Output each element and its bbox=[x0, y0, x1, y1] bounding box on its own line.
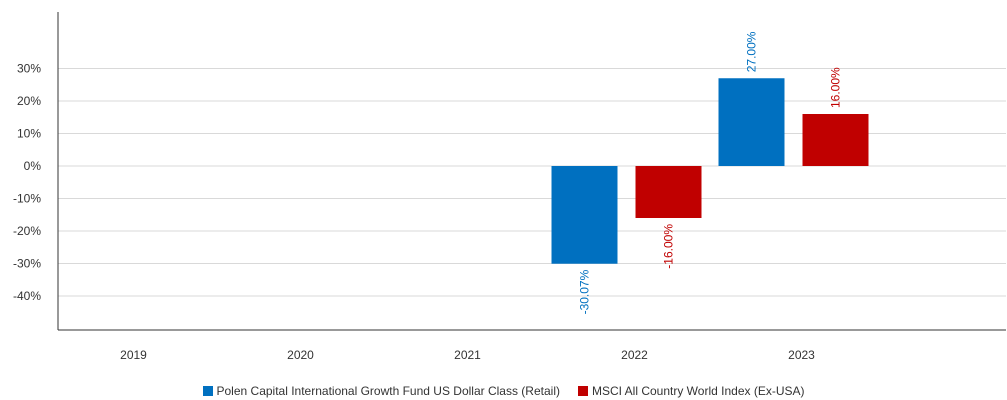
x-tick-label: 2019 bbox=[120, 348, 147, 362]
legend-swatch-fund bbox=[202, 386, 213, 396]
y-tick-label: -30% bbox=[13, 257, 41, 271]
y-tick-label: -20% bbox=[13, 224, 41, 238]
y-tick-label: 0% bbox=[24, 159, 42, 173]
bar[interactable] bbox=[551, 166, 618, 264]
bar[interactable] bbox=[802, 114, 869, 166]
x-tick-labels: 2019 2020 2021 2022 2023 bbox=[120, 348, 815, 362]
legend-item-fund[interactable]: Polen Capital International Growth Fund … bbox=[202, 384, 560, 398]
x-tick-label: 2020 bbox=[287, 348, 314, 362]
bar[interactable] bbox=[718, 78, 785, 166]
legend-label-index: MSCI All Country World Index (Ex-USA) bbox=[591, 384, 805, 398]
gridlines bbox=[58, 68, 1006, 297]
y-tick-label: -40% bbox=[13, 289, 41, 303]
legend: Polen Capital International Growth Fund … bbox=[0, 384, 1007, 398]
legend-item-index[interactable]: MSCI All Country World Index (Ex-USA) bbox=[577, 384, 805, 398]
x-tick-label: 2022 bbox=[621, 348, 648, 362]
bar-chart: 30% 20% 10% 0% -10% -20% -30% -40% 2019 2020 2021… bbox=[13, 12, 1006, 362]
y-tick-labels: 30% 20% 10% 0% -10% -20% -30% -40% bbox=[13, 62, 41, 304]
legend-swatch-index bbox=[577, 386, 588, 396]
data-label: 27.00% bbox=[745, 31, 759, 72]
y-tick-label: 10% bbox=[17, 127, 41, 141]
data-label: -30.07% bbox=[578, 269, 592, 314]
y-tick-label: 20% bbox=[17, 94, 41, 108]
bars bbox=[551, 78, 869, 264]
x-tick-label: 2023 bbox=[788, 348, 815, 362]
data-label: -16.00% bbox=[662, 224, 676, 269]
y-tick-label: 30% bbox=[17, 62, 41, 76]
x-tick-label: 2021 bbox=[454, 348, 481, 362]
legend-label-fund: Polen Capital International Growth Fund … bbox=[216, 384, 560, 398]
data-labels: -30.07% 27.00% -16.00% 16.00% bbox=[578, 31, 843, 314]
bar[interactable] bbox=[635, 166, 702, 218]
axes bbox=[57, 12, 1006, 331]
y-tick-label: -10% bbox=[13, 192, 41, 206]
data-label: 16.00% bbox=[829, 67, 843, 108]
